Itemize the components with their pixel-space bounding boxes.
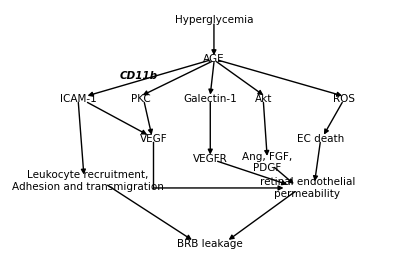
Text: Akt: Akt — [255, 94, 272, 104]
Text: EC death: EC death — [297, 134, 344, 144]
Text: Hyperglycemia: Hyperglycemia — [175, 15, 253, 25]
Text: ROS: ROS — [333, 94, 355, 104]
Text: AGE: AGE — [203, 54, 225, 64]
Text: Galectin-1: Galectin-1 — [184, 94, 237, 104]
Text: PKC: PKC — [131, 94, 150, 104]
Text: ICAM-1: ICAM-1 — [60, 94, 97, 104]
Text: retinal endothelial
permeability: retinal endothelial permeability — [260, 177, 355, 199]
Text: BRB leakage: BRB leakage — [178, 239, 243, 249]
Text: CD11b: CD11b — [120, 71, 158, 81]
Text: VEGFR: VEGFR — [193, 154, 228, 164]
Text: Leukocyte recruitment,
Adhesion and transmigration: Leukocyte recruitment, Adhesion and tran… — [12, 171, 164, 192]
Text: VEGF: VEGF — [140, 134, 167, 144]
Text: Ang, FGF,
PDGF: Ang, FGF, PDGF — [242, 152, 292, 174]
